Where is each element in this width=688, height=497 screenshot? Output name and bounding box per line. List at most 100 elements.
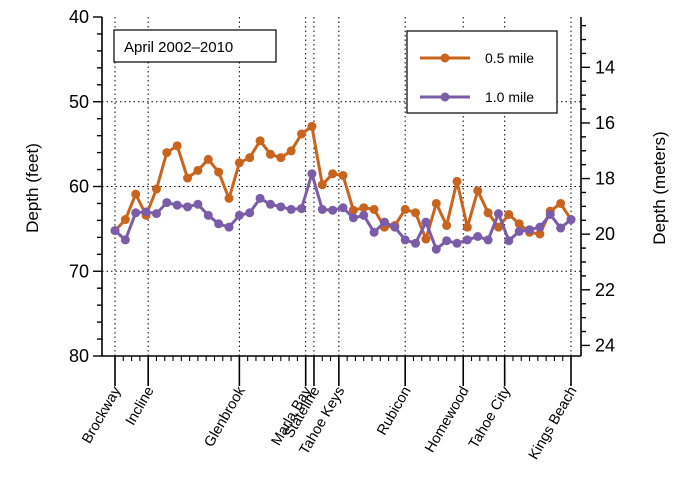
data-point-0.5-mile (359, 203, 369, 213)
data-point-1.0-mile (224, 222, 234, 232)
data-point-0.5-mile (245, 153, 255, 163)
y-right-tick-label: 16 (595, 113, 615, 133)
y-right-tick-label: 18 (595, 169, 615, 189)
data-point-1.0-mile (483, 235, 493, 245)
data-point-0.5-mile (556, 198, 566, 208)
data-point-1.0-mile (348, 213, 358, 223)
y-right-tick-label: 24 (595, 335, 615, 355)
data-point-1.0-mile (411, 238, 421, 248)
data-point-1.0-mile (452, 238, 462, 248)
data-point-0.5-mile (535, 229, 545, 239)
y-left-tick-label: 70 (69, 261, 89, 281)
data-point-0.5-mile (473, 186, 483, 196)
data-point-0.5-mile (493, 222, 503, 232)
series-lines (110, 121, 576, 254)
station-label: Rubicon (374, 384, 414, 438)
data-point-0.5-mile (514, 219, 524, 229)
data-point-0.5-mile (462, 222, 472, 232)
data-point-0.5-mile (442, 220, 452, 230)
data-point-0.5-mile (265, 149, 275, 159)
data-point-1.0-mile (317, 204, 327, 214)
data-point-1.0-mile (328, 205, 338, 215)
data-point-0.5-mile (317, 180, 327, 190)
data-point-1.0-mile (535, 222, 545, 232)
data-point-1.0-mile (255, 193, 265, 203)
grid-lines (102, 17, 581, 356)
y-left-tick-label: 40 (69, 7, 89, 27)
data-point-0.5-mile (297, 129, 307, 139)
data-point-0.5-mile (234, 158, 244, 168)
data-point-0.5-mile (172, 141, 182, 151)
y-right-tick-label: 20 (595, 224, 615, 244)
legend-label-1.0-mile: 1.0 mile (485, 89, 534, 105)
data-point-1.0-mile (203, 210, 213, 220)
data-point-1.0-mile (183, 202, 193, 212)
tick-labels: 40 50 60 70 80 14 16 18 20 22 24 (69, 7, 615, 366)
data-point-0.5-mile (411, 208, 421, 218)
data-point-0.5-mile (151, 184, 161, 194)
y-left-tick-label: 50 (69, 92, 89, 112)
data-point-0.5-mile (276, 153, 286, 163)
data-point-1.0-mile (545, 209, 555, 219)
legend: 0.5 mile 1.0 mile (406, 30, 558, 114)
data-point-0.5-mile (203, 154, 213, 164)
data-point-1.0-mile (193, 199, 203, 209)
data-point-0.5-mile (328, 169, 338, 179)
data-point-0.5-mile (504, 209, 514, 219)
data-point-0.5-mile (255, 136, 265, 146)
y-right-tick-label: 14 (595, 57, 615, 77)
data-point-1.0-mile (286, 204, 296, 214)
data-point-0.5-mile (431, 198, 441, 208)
station-label: Tahoe City (466, 383, 514, 451)
data-point-1.0-mile (566, 215, 576, 225)
data-point-1.0-mile (120, 235, 130, 245)
data-point-0.5-mile (338, 170, 348, 180)
legend-marker-1.0-mile (440, 92, 450, 102)
data-point-1.0-mile (307, 169, 317, 179)
data-point-0.5-mile (286, 146, 296, 156)
data-point-0.5-mile (369, 204, 379, 214)
data-point-0.5-mile (483, 208, 493, 218)
data-point-0.5-mile (452, 176, 462, 186)
data-point-1.0-mile (359, 210, 369, 220)
y-left-tick-label: 80 (69, 346, 89, 366)
station-label: Glenbrook (202, 383, 250, 450)
data-point-1.0-mile (245, 208, 255, 218)
data-point-1.0-mile (462, 235, 472, 245)
data-point-1.0-mile (172, 200, 182, 210)
data-point-1.0-mile (110, 226, 120, 236)
data-point-1.0-mile (141, 207, 151, 217)
data-point-0.5-mile (131, 189, 141, 199)
data-point-1.0-mile (265, 199, 275, 209)
data-point-0.5-mile (193, 165, 203, 175)
y-left-tick-label: 60 (69, 177, 89, 197)
data-point-1.0-mile (162, 198, 172, 208)
data-point-0.5-mile (183, 173, 193, 183)
data-point-1.0-mile (234, 210, 244, 220)
data-point-1.0-mile (131, 208, 141, 218)
data-point-1.0-mile (297, 204, 307, 214)
legend-marker-0.5-mile (440, 53, 450, 63)
station-label: Brockway (79, 383, 125, 446)
data-point-0.5-mile (348, 205, 358, 215)
station-label: Incline (123, 384, 158, 428)
data-point-0.5-mile (421, 234, 431, 244)
data-point-1.0-mile (400, 235, 410, 245)
data-point-1.0-mile (442, 236, 452, 246)
data-point-1.0-mile (369, 227, 379, 237)
station-label: Kings Beach (526, 384, 581, 463)
station-label: Homewood (422, 384, 473, 456)
legend-label-0.5-mile: 0.5 mile (485, 50, 534, 66)
data-point-1.0-mile (556, 223, 566, 233)
data-point-0.5-mile (214, 167, 224, 177)
data-point-1.0-mile (276, 202, 286, 212)
data-point-1.0-mile (379, 217, 389, 227)
inset-box: April 2002–2010 (113, 29, 277, 63)
axes (93, 16, 590, 386)
data-point-0.5-mile (224, 193, 234, 203)
data-point-0.5-mile (400, 204, 410, 214)
data-point-1.0-mile (390, 222, 400, 232)
data-point-1.0-mile (525, 225, 535, 235)
